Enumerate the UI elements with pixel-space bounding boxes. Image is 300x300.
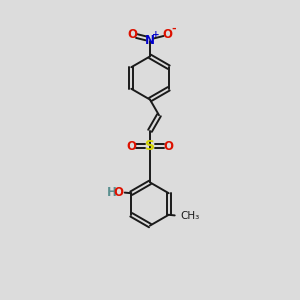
- Text: O: O: [164, 140, 174, 153]
- Text: O: O: [162, 28, 172, 41]
- Text: S: S: [145, 140, 155, 153]
- Text: O: O: [126, 140, 136, 153]
- Text: CH₃: CH₃: [180, 211, 200, 221]
- Text: +: +: [152, 30, 160, 39]
- Text: -: -: [171, 24, 176, 34]
- Text: H: H: [107, 185, 117, 199]
- Text: O: O: [128, 28, 138, 41]
- Text: N: N: [145, 34, 155, 47]
- Text: O: O: [113, 185, 123, 199]
